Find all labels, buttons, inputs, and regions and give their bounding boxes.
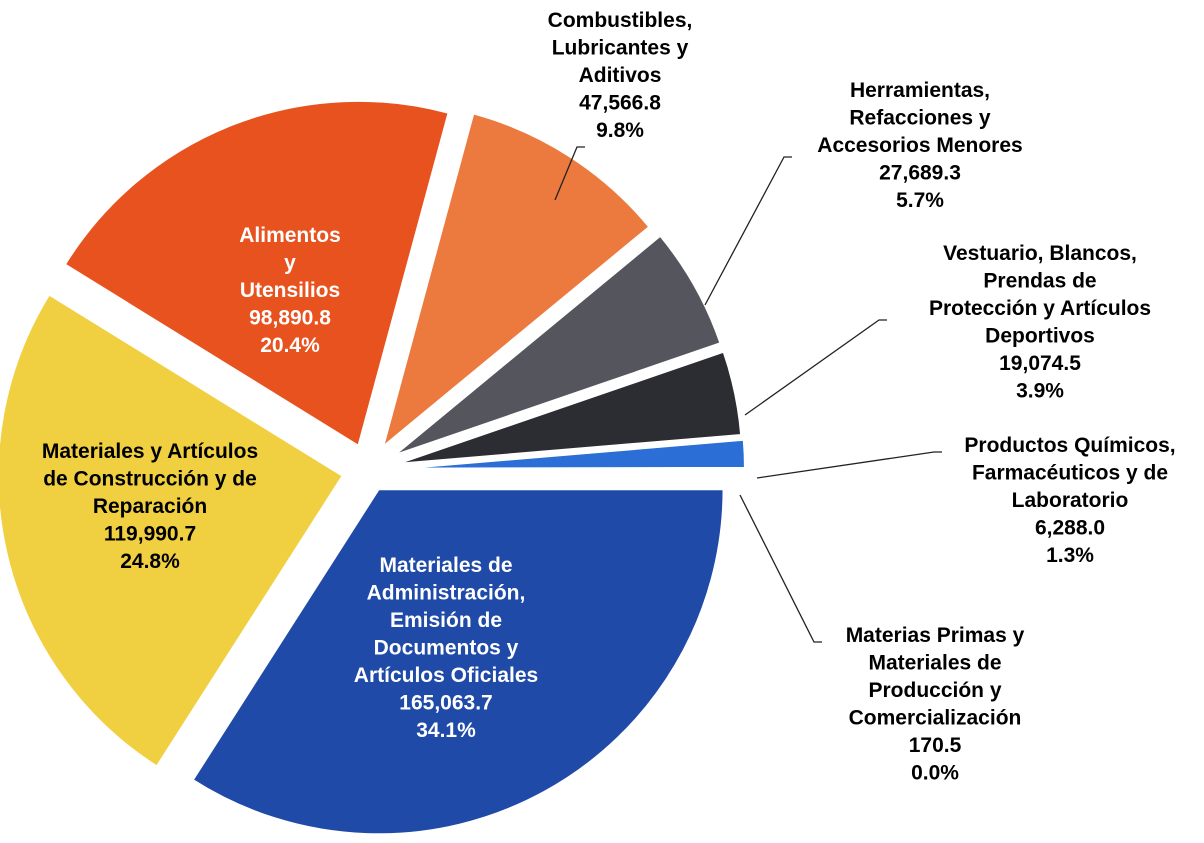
percentage-label: 34.1%: [416, 719, 476, 742]
value-label: 98,890.8: [249, 307, 331, 330]
value-label: 47,566.8: [579, 92, 661, 115]
value-label: 27,689.3: [879, 162, 961, 185]
percentage-label: 1.3%: [1046, 544, 1094, 567]
slice-label: Herramientas,: [850, 79, 990, 102]
leader-line: [739, 494, 822, 643]
percentage-label: 9.8%: [596, 119, 644, 142]
percentage-label: 20.4%: [260, 334, 320, 357]
slice-label: Lubricantes y: [552, 37, 689, 60]
slice-label: Materias Primas y: [846, 624, 1025, 647]
slice-label: Materiales de: [868, 652, 1001, 675]
slice-label: Documentos y: [374, 637, 519, 660]
leader-line: [554, 146, 585, 201]
slice-label: Farmacéuticos y de: [972, 462, 1168, 485]
value-label: 119,990.7: [104, 523, 196, 546]
pie-slice: [63, 99, 450, 448]
value-label: 165,063.7: [399, 692, 492, 715]
leader-line: [704, 156, 792, 306]
slice-label: Artículos Oficiales: [354, 664, 538, 687]
slice-label: Deportivos: [985, 325, 1095, 348]
slice-label: Productos Químicos,: [964, 434, 1175, 457]
pie-slice: [397, 350, 743, 465]
percentage-label: 0.0%: [911, 762, 959, 785]
slice-label: Laboratorio: [1012, 489, 1129, 512]
slice-label: Aditivos: [579, 64, 662, 87]
slice-label: Materiales de: [379, 554, 512, 577]
slice-label: Alimentos: [239, 224, 341, 247]
pie-slice: [393, 234, 722, 457]
pie-slice: [191, 488, 725, 836]
leader-line: [744, 319, 887, 416]
pie-slice: [393, 468, 741, 471]
value-label: 19,074.5: [999, 352, 1081, 375]
percentage-label: 3.9%: [1016, 380, 1064, 403]
slice-label: Protección y Artículos: [929, 297, 1151, 320]
slice-label: Emisión de: [390, 609, 502, 632]
leader-line: [756, 451, 942, 479]
slice-label: Refacciones y: [849, 107, 991, 130]
pie-slice: [399, 438, 746, 470]
slice-label: Producción y: [868, 679, 1001, 702]
slice-label: Vestuario, Blancos,: [943, 242, 1137, 265]
pie-slice: [381, 112, 651, 450]
slice-label: Combustibles,: [548, 9, 693, 32]
slice-label: Prendas de: [983, 270, 1096, 293]
percentage-label: 24.8%: [120, 550, 180, 573]
pie-slice: [0, 293, 345, 768]
slice-label: Utensilios: [240, 279, 340, 302]
slice-label: Reparación: [93, 495, 207, 518]
slice-label: Comercialización: [849, 707, 1022, 730]
slice-label: y: [284, 252, 296, 275]
slice-label: Materiales y Artículos: [42, 440, 258, 463]
slice-label: Accesorios Menores: [817, 134, 1022, 157]
value-label: 170.5: [909, 734, 962, 757]
percentage-label: 5.7%: [896, 189, 944, 212]
slice-label: de Construcción y de: [43, 468, 257, 491]
value-label: 6,288.0: [1035, 517, 1105, 540]
slice-label: Administración,: [367, 582, 526, 605]
